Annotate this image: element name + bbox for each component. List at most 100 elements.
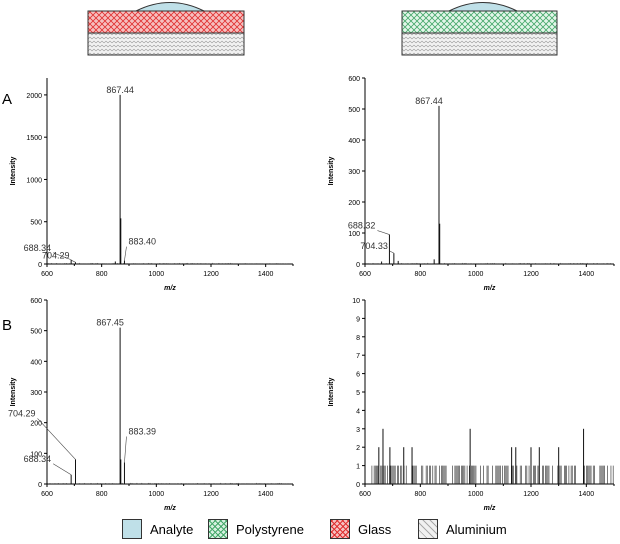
legend-item-glass: Glass xyxy=(330,518,391,540)
peak-label: 867.44 xyxy=(415,96,443,106)
x-tick-label: 600 xyxy=(359,271,371,278)
y-tick-label: 2 xyxy=(356,445,360,452)
glass-swatch xyxy=(330,519,350,539)
y-tick-label: 1000 xyxy=(26,177,42,184)
polystyrene-layer xyxy=(401,10,558,34)
y-tick-label: 0 xyxy=(38,262,42,269)
x-tick-label: 1400 xyxy=(258,491,274,498)
x-tick-label: 1000 xyxy=(468,271,484,278)
y-tick-label: 100 xyxy=(30,451,42,458)
y-tick-label: 8 xyxy=(356,335,360,342)
y-tick-label: 200 xyxy=(30,421,42,428)
y-axis-label: Intensity xyxy=(10,378,17,407)
x-tick-label: 600 xyxy=(359,491,371,498)
x-axis-label: m/z xyxy=(484,505,496,510)
legend-label: Glass xyxy=(358,521,392,537)
y-tick-label: 200 xyxy=(348,200,360,207)
y-tick-label: 3 xyxy=(356,427,360,434)
analyte-droplet xyxy=(135,2,205,12)
aluminium-layer xyxy=(401,32,558,56)
x-tick-label: 800 xyxy=(414,491,426,498)
y-tick-label: 1500 xyxy=(26,135,42,142)
aluminium-swatch xyxy=(418,519,438,539)
y-tick-label: 400 xyxy=(30,359,42,366)
legend-label: Polystyrene xyxy=(236,521,304,537)
annotation-leader xyxy=(124,246,127,261)
x-tick-label: 800 xyxy=(96,271,108,278)
x-axis-label: m/z xyxy=(164,285,176,292)
peak-label: 704.29 xyxy=(42,250,70,260)
x-tick-label: 1000 xyxy=(468,491,484,498)
glass-layer xyxy=(87,10,245,34)
legend-item-aluminium: Aluminium xyxy=(418,518,507,540)
x-tick-label: 1200 xyxy=(203,491,219,498)
annotation-leader xyxy=(389,250,394,254)
annotation-leader xyxy=(71,260,76,263)
y-tick-label: 100 xyxy=(348,231,360,238)
x-tick-label: 1400 xyxy=(579,491,595,498)
y-axis-label: Intensity xyxy=(328,378,335,407)
x-tick-label: 600 xyxy=(41,491,53,498)
chart-b-right: 0 1 2 3 4 5 6 7 8 9 10 600 800 1000 1200 1400 m/z Intensi… xyxy=(328,298,615,510)
x-tick-label: 1000 xyxy=(149,491,165,498)
legend: Analyte Polystyrene Glass Aluminium xyxy=(0,510,620,544)
panel-label-a: A xyxy=(2,91,12,108)
y-tick-label: 0 xyxy=(356,262,360,269)
x-tick-label: 600 xyxy=(41,271,53,278)
annotation-leader xyxy=(124,436,127,463)
legend-item-analyte: Analyte xyxy=(122,518,193,540)
x-tick-label: 800 xyxy=(414,271,426,278)
panel-label-b: B xyxy=(2,317,12,334)
peak-label: 883.40 xyxy=(128,237,156,247)
y-tick-label: 600 xyxy=(30,298,42,305)
legend-item-polystyrene: Polystyrene xyxy=(208,518,304,540)
y-tick-label: 300 xyxy=(348,169,360,176)
peak-label: 688.34 xyxy=(24,243,52,253)
peak-label: 704.29 xyxy=(8,408,36,418)
y-tick-label: 10 xyxy=(352,298,360,305)
y-tick-label: 4 xyxy=(356,408,360,415)
chart-a-left: 0 500 1000 1500 2000 600 800 1000 1200 1400 m/z Int… xyxy=(10,78,294,292)
analyte-droplet xyxy=(448,2,518,12)
peak-label: 688.32 xyxy=(348,221,376,231)
annotation-leader xyxy=(37,418,76,460)
chart-a-right: 0 100 200 300 400 500 600 600 800 1000 1200 1400 m/z… xyxy=(328,76,615,292)
y-tick-label: 500 xyxy=(348,107,360,114)
x-tick-label: 800 xyxy=(96,491,108,498)
peak-label: 688.34 xyxy=(24,454,52,464)
annotation-leader xyxy=(53,252,72,261)
y-axis-label: Intensity xyxy=(328,157,335,186)
peak-label: 867.45 xyxy=(96,318,124,328)
y-tick-label: 2000 xyxy=(26,93,42,100)
annotation-leader xyxy=(377,230,390,235)
peak-label: 704.33 xyxy=(360,241,388,251)
peak-label: 883.39 xyxy=(128,427,156,437)
x-tick-label: 1200 xyxy=(523,271,539,278)
x-tick-label: 1400 xyxy=(579,271,595,278)
y-tick-label: 500 xyxy=(30,329,42,336)
x-tick-label: 1200 xyxy=(203,271,219,278)
y-tick-label: 1 xyxy=(356,464,360,471)
legend-label: Aluminium xyxy=(446,521,507,537)
y-tick-label: 5 xyxy=(356,390,360,397)
y-tick-label: 500 xyxy=(30,220,42,227)
legend-label: Analyte xyxy=(150,521,194,537)
y-tick-label: 300 xyxy=(30,390,42,397)
y-axis-label: Intensity xyxy=(10,157,17,186)
polystyrene-swatch xyxy=(208,519,228,539)
x-axis-label: m/z xyxy=(164,505,176,510)
annotation-leader xyxy=(52,463,72,476)
x-axis-label: m/z xyxy=(484,285,496,292)
x-tick-label: 1200 xyxy=(523,491,539,498)
chart-b-left: 0 100 200 300 400 500 600 600 800 1000 1200 1400 m/z… xyxy=(8,298,294,510)
y-tick-label: 6 xyxy=(356,372,360,379)
x-tick-label: 1400 xyxy=(258,271,274,278)
substrate-diagram-polystyrene xyxy=(401,2,558,56)
analyte-swatch xyxy=(122,519,142,539)
y-tick-label: 0 xyxy=(356,482,360,489)
y-tick-label: 600 xyxy=(348,76,360,83)
y-tick-label: 7 xyxy=(356,353,360,360)
y-tick-label: 0 xyxy=(38,482,42,489)
